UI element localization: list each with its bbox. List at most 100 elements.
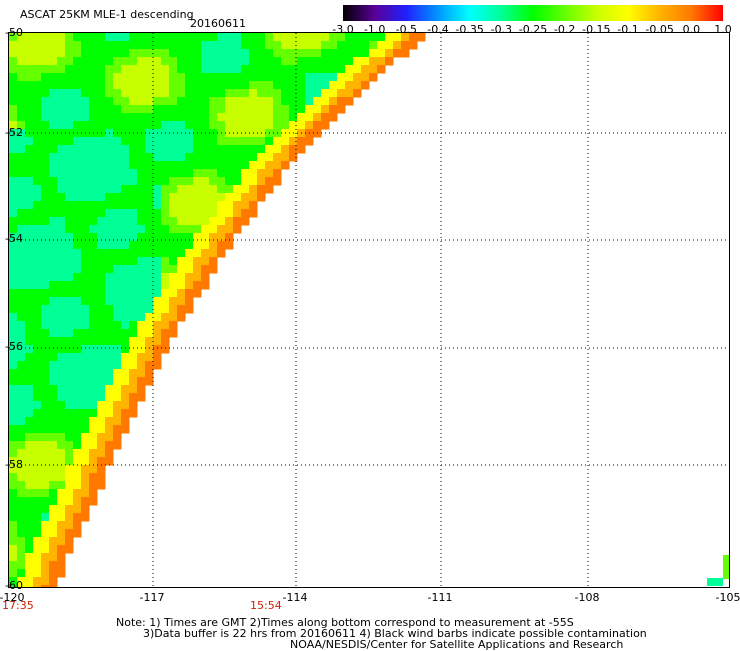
swath-cell bbox=[129, 177, 138, 186]
swath-cell bbox=[257, 41, 266, 50]
swath-cell bbox=[129, 257, 138, 266]
swath-cell bbox=[57, 385, 66, 394]
swath-cell bbox=[65, 417, 74, 426]
swath-cell bbox=[241, 57, 250, 66]
swath-cell bbox=[241, 193, 250, 202]
swath-cell bbox=[329, 57, 338, 66]
swath-cell bbox=[105, 49, 114, 58]
swath-cell bbox=[153, 305, 162, 314]
swath-cell bbox=[217, 137, 226, 146]
swath-cell bbox=[89, 49, 98, 58]
swath-cell bbox=[121, 257, 130, 266]
swath-cell bbox=[329, 65, 338, 74]
swath-cell bbox=[169, 329, 178, 338]
swath-cell bbox=[121, 241, 130, 250]
swath-cell bbox=[321, 41, 330, 50]
swath-cell bbox=[17, 249, 26, 258]
swath-cell bbox=[57, 409, 66, 418]
swath-cell bbox=[17, 473, 26, 482]
swath-cell bbox=[177, 105, 186, 114]
swath-cell bbox=[73, 233, 82, 242]
swath-cell bbox=[169, 281, 178, 290]
swath-cell bbox=[353, 65, 362, 74]
swath-cell bbox=[185, 153, 194, 162]
swath-cell bbox=[9, 489, 18, 498]
swath-cell bbox=[161, 201, 170, 210]
swath-cell bbox=[129, 97, 138, 106]
swath-cell bbox=[361, 65, 370, 74]
swath-cell bbox=[321, 65, 330, 74]
swath-cell bbox=[57, 457, 66, 466]
swath-cell bbox=[185, 81, 194, 90]
swath-cell bbox=[81, 273, 90, 282]
swath-cell bbox=[25, 265, 34, 274]
swath-cell bbox=[265, 41, 274, 50]
swath-cell bbox=[65, 297, 74, 306]
swath-cell bbox=[57, 49, 66, 58]
swath-cell bbox=[145, 217, 154, 226]
swath-cell bbox=[145, 241, 154, 250]
swath-cell bbox=[177, 305, 186, 314]
swath-cell bbox=[121, 105, 130, 114]
swath-cell bbox=[57, 89, 66, 98]
swath-cell bbox=[17, 305, 26, 314]
swath-cell bbox=[241, 113, 250, 122]
swath-cell bbox=[89, 33, 98, 42]
swath-cell bbox=[185, 105, 194, 114]
swath-cell bbox=[177, 225, 186, 234]
swath-cell bbox=[105, 305, 114, 314]
swath-cell bbox=[273, 41, 282, 50]
swath-cell bbox=[105, 377, 114, 386]
swath-cell bbox=[185, 297, 194, 306]
swath-cell bbox=[193, 89, 202, 98]
swath-cell bbox=[145, 161, 154, 170]
swath-cell bbox=[393, 33, 402, 42]
swath-cell bbox=[25, 537, 34, 546]
swath-cell bbox=[273, 105, 282, 114]
swath-cell bbox=[57, 121, 66, 130]
swath-cell bbox=[121, 233, 130, 242]
swath-cell bbox=[49, 97, 58, 106]
swath-cell bbox=[121, 209, 130, 218]
swath-cell bbox=[49, 73, 58, 82]
swath-cell bbox=[201, 153, 210, 162]
swath-cell bbox=[41, 441, 50, 450]
swath-cell bbox=[153, 353, 162, 362]
swath-cell bbox=[217, 97, 226, 106]
swath-cell bbox=[217, 33, 226, 42]
swath-cell bbox=[241, 177, 250, 186]
swath-cell bbox=[49, 529, 58, 538]
swath-cell bbox=[9, 521, 18, 530]
swath-cell bbox=[321, 121, 330, 130]
swath-cell bbox=[201, 209, 210, 218]
swath-cell bbox=[81, 305, 90, 314]
swath-cell bbox=[73, 305, 82, 314]
swath-cell bbox=[81, 57, 90, 66]
swath-cell bbox=[105, 161, 114, 170]
swath-cell bbox=[321, 105, 330, 114]
swath-cell bbox=[201, 281, 210, 290]
swath-cell bbox=[81, 89, 90, 98]
swath-cell bbox=[297, 113, 306, 122]
swath-cell bbox=[313, 97, 322, 106]
swath-cell bbox=[105, 361, 114, 370]
swath-cell bbox=[97, 409, 106, 418]
swath-cell bbox=[49, 393, 58, 402]
swath-cell bbox=[161, 281, 170, 290]
swath-cell bbox=[57, 169, 66, 178]
swath-cell bbox=[81, 409, 90, 418]
swath-cell bbox=[113, 257, 122, 266]
swath-cell bbox=[17, 513, 26, 522]
swath-cell bbox=[25, 457, 34, 466]
swath-cell bbox=[177, 249, 186, 258]
swath-cell bbox=[137, 65, 146, 74]
swath-cell bbox=[41, 201, 50, 210]
swath-cell bbox=[33, 465, 42, 474]
swath-cell bbox=[81, 497, 90, 506]
swath-cell bbox=[65, 449, 74, 458]
swath-cell bbox=[97, 457, 106, 466]
swath-cell bbox=[377, 57, 386, 66]
swath-cell bbox=[153, 185, 162, 194]
swath-cell bbox=[329, 49, 338, 58]
swath-cell bbox=[57, 193, 66, 202]
